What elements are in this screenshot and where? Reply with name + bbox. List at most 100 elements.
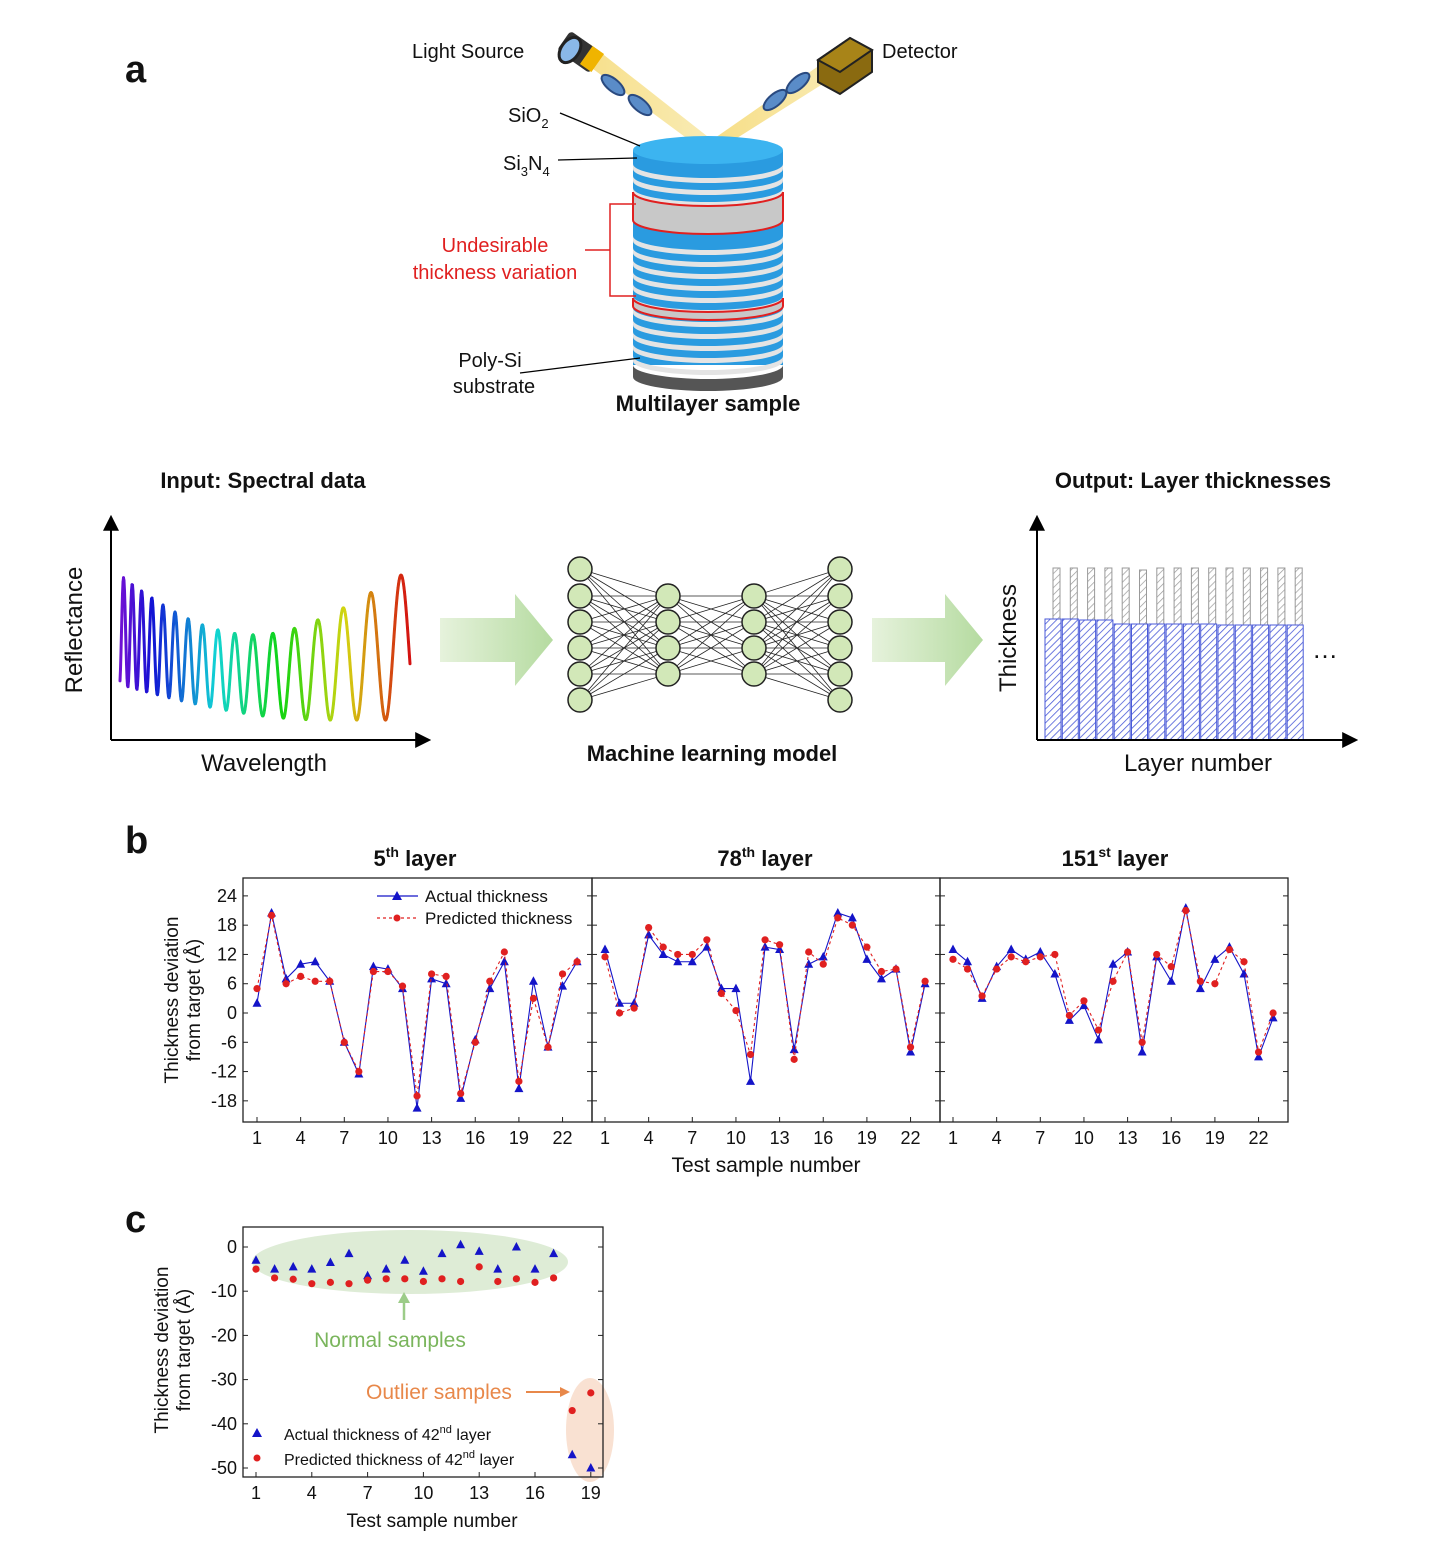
predicted-point [442,972,450,981]
panel-label-a: a [125,49,147,91]
x-tick-label: 4 [644,1128,654,1148]
nn-node [655,609,681,635]
nn-connection [753,568,841,649]
predicted-point [1051,950,1059,959]
x-tick-label: 22 [1249,1128,1269,1148]
predicted-point [776,941,784,949]
sio2-pointer [559,112,641,147]
predicted-point [529,994,538,1002]
predicted-point [790,1055,798,1063]
sample-title: Multilayer sample [616,391,801,416]
actual-point [368,961,378,971]
c-legend-actual-label: Actual thickness of 42nd layer [284,1424,492,1444]
predicted-point [892,965,900,973]
predicted-point [819,960,827,968]
c-ylabel-2: from target (Å) [174,1289,195,1411]
detector-icon [816,36,874,96]
plot-frame [591,877,941,1123]
thin-variation-layer [632,297,784,321]
actual-point [456,1093,466,1102]
actual-point [270,1264,280,1273]
c-legend-actual-marker [252,1428,262,1437]
y-tick-label: 0 [227,1237,237,1257]
actual-point [644,929,654,939]
actual-point [804,959,814,968]
predicted-point [1269,1009,1277,1017]
c-legend-predicted-label: Predicted thickness of 42nd layer [284,1449,515,1469]
nn-node [567,635,593,661]
x-tick-label: 16 [465,1128,485,1148]
blue-bar [1165,623,1183,741]
actual-point [658,949,668,958]
x-tick-label: 13 [422,1128,442,1148]
x-tick-label: 4 [296,1128,306,1148]
actual-point [307,1264,317,1273]
predicted-point [364,1276,372,1284]
nn-node [567,556,593,582]
actual-point [818,951,828,961]
outlier-samples-region [566,1378,614,1482]
actual-point [716,983,726,993]
blue-bar [1286,624,1304,741]
actual-point [1166,976,1176,985]
predicted-point [963,965,972,973]
predicted-point [457,1089,465,1098]
blue-bar [1252,624,1270,741]
predicted-point [457,1277,465,1286]
actual-point [310,956,320,966]
x-tick-label: 10 [378,1128,398,1148]
predicted-point [267,911,276,920]
nn-node [567,661,593,687]
b-ylabel-1: Thickness deviation [162,917,183,1084]
predicted-point [1065,1011,1073,1020]
predicted-point [746,1050,755,1059]
nn-node [827,583,853,609]
sio2-label: SiO2 [508,105,549,131]
legend-predicted-marker [393,914,401,922]
predicted-point [688,950,696,959]
nn-node [655,661,681,687]
actual-point [1210,954,1220,963]
predicted-point [512,1275,521,1283]
predicted-point [531,1278,539,1286]
predicted-line [256,915,578,1097]
blue-bar [1269,624,1287,741]
light-source-label: Light Source [412,41,524,63]
y-tick-label: -20 [211,1325,237,1345]
substrate-layer [633,365,783,391]
predicted-point [494,1277,502,1286]
predicted-point [732,1006,740,1015]
predicted-point [544,1043,552,1051]
blue-bar [1200,623,1218,741]
input-title: Input: Spectral data [160,468,366,493]
si3n4-pointer [557,157,638,161]
x-tick-label: 22 [901,1128,921,1148]
panel-label-c: c [125,1199,146,1241]
si3n4-layer [633,284,783,303]
c-ylabel-1: Thickness deviation [152,1267,173,1434]
lens-icon [600,71,811,117]
actual-point [288,1261,298,1271]
si3n4-layer [633,164,783,183]
predicted-point [326,1278,334,1286]
actual-line [256,912,578,1109]
actual-point [775,944,785,954]
si3n4-layer [633,188,783,207]
actual-point [687,956,697,966]
variation-bracket [585,203,636,297]
predicted-point [401,1275,409,1283]
actual-point [456,1239,466,1249]
stack-body [633,150,783,365]
x-tick-label: 1 [948,1128,958,1148]
nn-node [827,609,853,635]
actual-point [673,956,683,966]
predicted-point [413,1092,421,1100]
normal-arrow-head [398,1292,410,1303]
actual-point [906,1047,916,1056]
predicted-point [282,980,290,988]
x-tick-label: 10 [726,1128,746,1148]
y-tick-label: 12 [217,944,237,964]
x-tick-label: 13 [469,1483,489,1503]
actual-point [251,1255,261,1264]
actual-point [427,973,437,983]
